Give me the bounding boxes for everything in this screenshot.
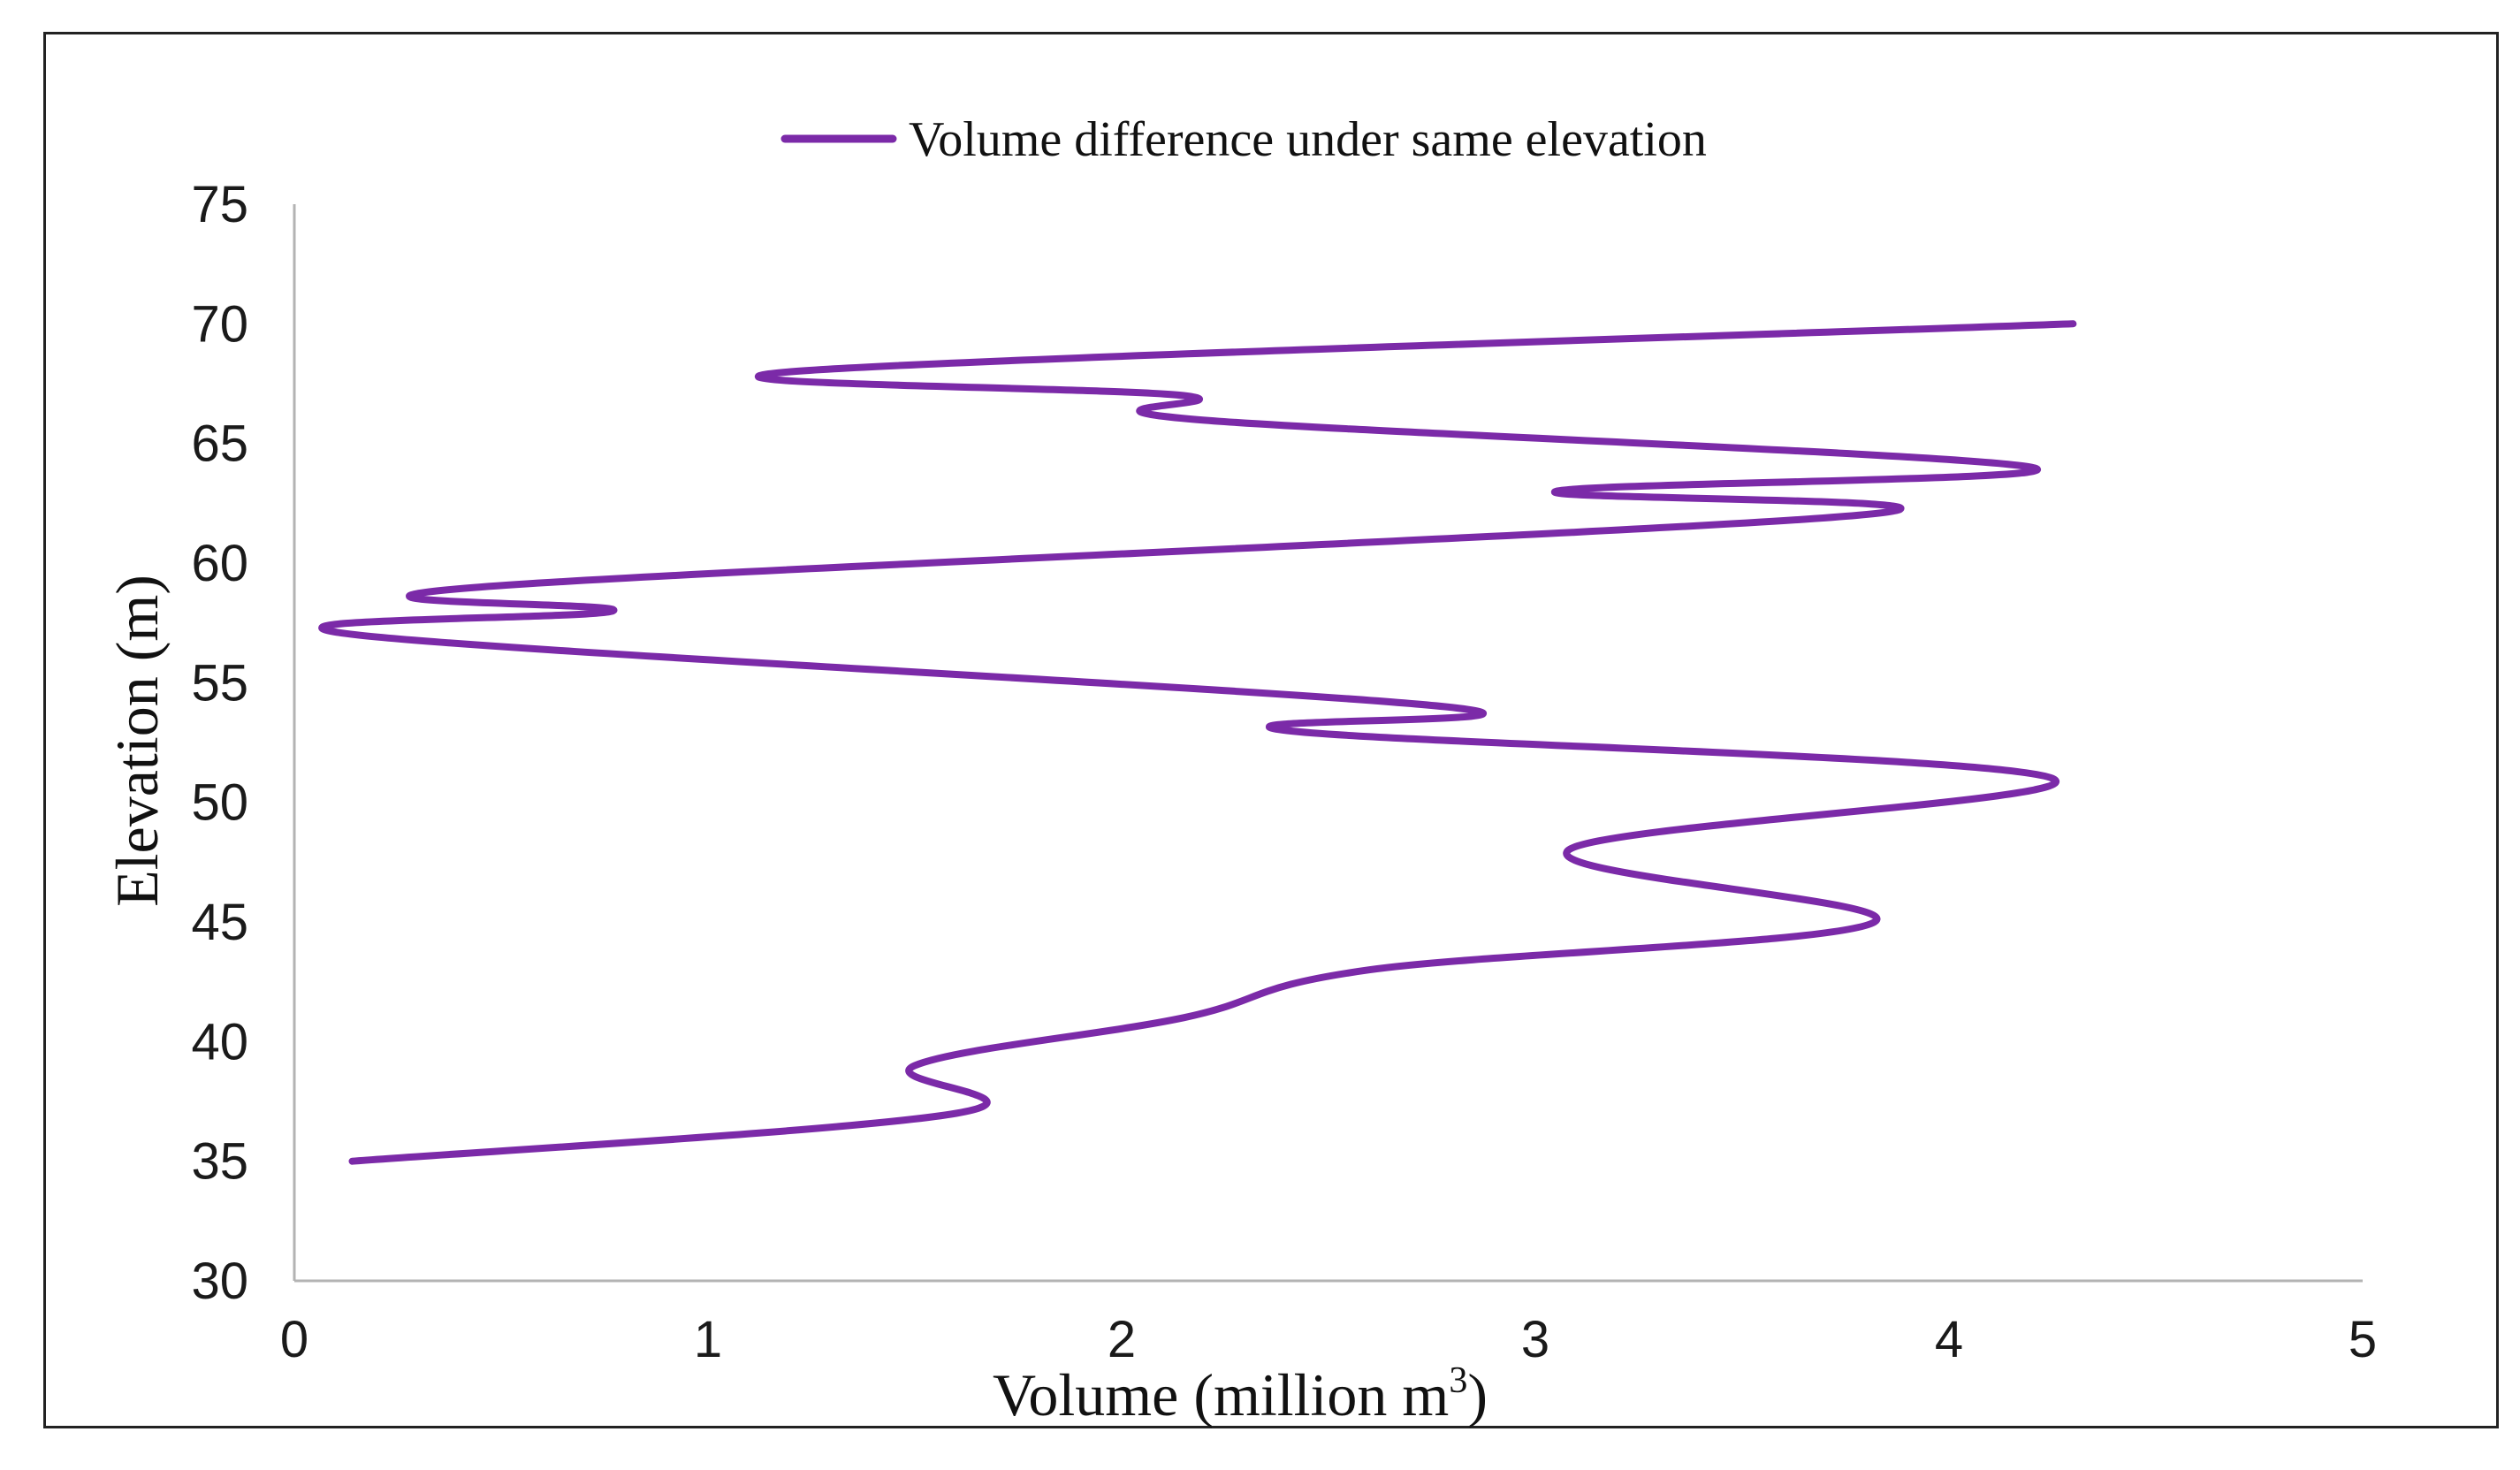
x-tick-label: 3	[1521, 1311, 1549, 1368]
y-tick-label: 45	[191, 894, 248, 951]
y-tick-labels: 30 35 40 45 50 55 60 65 70 75	[191, 176, 248, 1310]
x-tick-labels: 0 1 2 3 4 5	[280, 1311, 2377, 1368]
y-tick-label: 30	[191, 1253, 248, 1310]
y-tick-label: 40	[191, 1013, 248, 1070]
y-axis-title: Elevation (m)	[103, 575, 171, 907]
x-tick-label: 4	[1935, 1311, 1963, 1368]
x-axis-title-superscript: 3	[1449, 1360, 1467, 1401]
x-axis-title-suffix: )	[1467, 1361, 1488, 1428]
x-tick-label: 1	[694, 1311, 722, 1368]
y-tick-label: 35	[191, 1133, 248, 1191]
x-axis-title-main: Volume (million m	[993, 1361, 1449, 1428]
y-tick-label: 50	[191, 774, 248, 832]
legend-label: Volume difference under same elevation	[909, 112, 1707, 167]
series-layer	[318, 320, 2077, 1165]
legend: Volume difference under same elevation	[780, 112, 1707, 167]
x-axis-title: Volume (million m3)	[993, 1360, 1488, 1428]
y-tick-label: 70	[191, 295, 248, 353]
x-tick-label: 5	[2349, 1311, 2377, 1368]
y-tick-label: 60	[191, 535, 248, 592]
axes	[293, 204, 2363, 1283]
x-tick-label: 2	[1108, 1311, 1136, 1368]
y-tick-label: 55	[191, 654, 248, 712]
x-tick-label: 0	[280, 1311, 308, 1368]
series-line	[318, 320, 2077, 1165]
y-tick-label: 75	[191, 176, 248, 233]
y-tick-label: 65	[191, 415, 248, 473]
